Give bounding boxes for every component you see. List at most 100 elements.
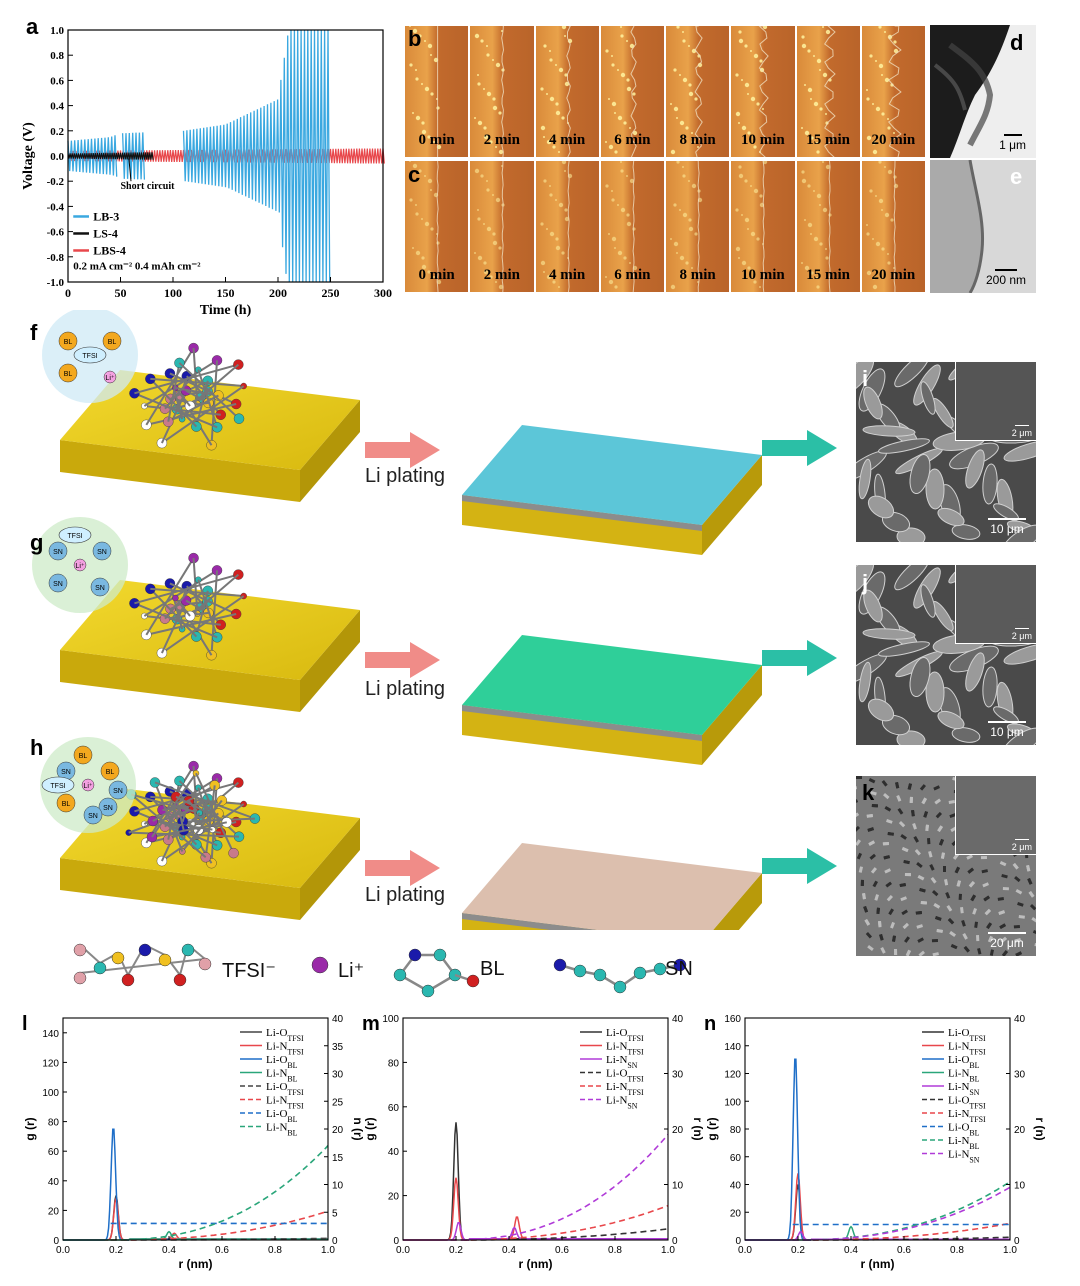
x-tick-label: 0.4	[162, 1245, 176, 1256]
series-li-n-tfsi-solid	[403, 1177, 668, 1241]
y-tick-label: 0.6	[50, 75, 64, 87]
series-li-o-tfsi-dashed	[792, 1236, 1011, 1241]
legend-label: Li-OBL	[948, 1122, 980, 1138]
micrograph-frame: 8 min	[665, 25, 731, 158]
series-li-o-tfsi-dashed	[110, 1237, 329, 1241]
series-li-n-tfsi-dashed	[110, 1210, 329, 1241]
series-ls4-line	[67, 152, 154, 160]
legend-label: Li-OTFSI	[266, 1081, 304, 1097]
y-tick-label: 60	[730, 1153, 742, 1164]
solvation-bubble-h-species	[73, 745, 93, 765]
tfsi-atom	[198, 957, 212, 971]
x-tick-label: 0.4	[502, 1245, 516, 1256]
current-collector-h-front	[60, 858, 300, 920]
micrograph-texture	[865, 161, 898, 292]
y-axis-label: g (r)	[363, 1117, 377, 1140]
series-li-o-tfsi-solid	[63, 1195, 328, 1241]
legend-label: Li-NTFSI	[266, 1095, 304, 1111]
x-tick-label: 0	[65, 286, 71, 300]
legend-label: Li-NTFSI	[606, 1041, 644, 1057]
panel-letter-j: j	[862, 570, 869, 595]
sem-inset-k: 2 μm	[955, 776, 1036, 855]
solvation-bubble-h-species-label: SN	[113, 788, 123, 795]
micrograph-time-label: 2 min	[483, 267, 520, 283]
series-li-o-tfsi-dashed	[450, 1228, 669, 1241]
y-tick-label: 80	[48, 1118, 60, 1129]
x-axis-label: Time (h)	[200, 303, 252, 318]
y-tick-label: 100	[724, 1097, 741, 1108]
sn-atom	[673, 958, 687, 972]
solvation-bubble-h-species	[98, 797, 118, 817]
legend-label-lb-3: LB-3	[93, 209, 119, 223]
micrograph-texture	[800, 161, 832, 292]
panel-letter-e: e	[1010, 164, 1023, 189]
y-right-tick-label: 40	[1014, 1014, 1026, 1025]
x-axis-label: r (nm)	[519, 1257, 553, 1271]
y-right-tick-label: 30	[332, 1070, 344, 1081]
tfsi-atom	[181, 943, 195, 957]
x-tick-label: 1.0	[661, 1245, 675, 1256]
micrograph-time-label: 0 min	[418, 267, 455, 283]
y-right-tick-label: 30	[1014, 1070, 1026, 1081]
y-right-tick-label: 40	[672, 1014, 684, 1025]
sem-inset-j: 2 μm	[955, 565, 1036, 644]
x-tick-label: 1.0	[321, 1245, 335, 1256]
solvation-bubble-h-species	[56, 793, 76, 813]
micrograph-frame: 15 min	[795, 160, 861, 293]
plated-electrode-f-front	[462, 495, 702, 555]
y-tick-label: 80	[730, 1125, 742, 1136]
y-right-axis-label: r (n)	[691, 1117, 703, 1140]
x-tick-label: 0.0	[738, 1245, 752, 1256]
legend-label: Li-NBL	[266, 1122, 298, 1138]
solvation-bubble-f-species-label: BL	[64, 339, 73, 346]
y-right-tick-label: 0	[332, 1236, 338, 1247]
legend-label: Li-NSN	[606, 1095, 638, 1111]
plated-electrode-g-sei-layer	[462, 705, 702, 741]
plating-arrow-f	[365, 432, 440, 468]
y-tick-label: 120	[42, 1058, 59, 1069]
micrograph-frame: 8 min	[665, 160, 731, 293]
y-right-tick-label: 40	[332, 1014, 344, 1025]
plating-arrow-h	[365, 850, 440, 886]
micrograph-texture	[735, 26, 770, 157]
solvation-bubble-h-species-label: Li⁺	[83, 783, 92, 790]
tfsi-atom	[121, 973, 135, 987]
y-right-tick-label: 10	[672, 1181, 684, 1192]
sem-inset-i: 2 μm	[955, 362, 1036, 441]
y-right-tick-label: 5	[332, 1208, 338, 1219]
tem-image-e: 200 nm	[930, 160, 1036, 293]
sn-atom	[633, 966, 647, 980]
y-right-tick-label: 0	[672, 1236, 678, 1247]
micrograph-frame: 2 min	[469, 160, 535, 293]
plated-electrode-f-side	[702, 455, 762, 555]
y-tick-label: 0	[735, 1236, 741, 1247]
legend-label: Li-NTFSI	[948, 1041, 986, 1057]
micrograph-frame: 15 min	[795, 25, 861, 158]
solvation-bubble-h-species	[100, 761, 120, 781]
scale-bar-i-inset: 2 μm	[1012, 425, 1032, 438]
y-right-tick-label: 30	[672, 1070, 684, 1081]
sem-image-k: 2 μm 20 μm	[856, 776, 1036, 956]
li-ion-sphere	[311, 956, 329, 974]
y-tick-label: 100	[42, 1088, 59, 1099]
micrograph-frame: 6 min	[599, 25, 665, 158]
plated-electrode-g-front	[462, 705, 702, 765]
y-axis-label: g (r)	[23, 1117, 37, 1140]
legend-li-label: Li⁺	[338, 960, 365, 982]
y-right-tick-label: 10	[332, 1181, 344, 1192]
legend-label: Li-NTFSI	[266, 1041, 304, 1057]
micrograph-texture	[670, 26, 703, 157]
solvation-structure-g-atom	[172, 594, 179, 602]
legend-label: Li-OBL	[266, 1108, 298, 1124]
x-tick-label: 0.0	[396, 1245, 410, 1256]
solvation-bubble-h-species	[83, 805, 103, 825]
legend-bl-label: BL	[480, 958, 505, 980]
micrograph-frame: 0 min	[404, 25, 470, 158]
x-tick-label: 0.8	[608, 1245, 622, 1256]
plated-electrode-h-deposit	[462, 843, 762, 930]
series-li-n-tfsi-dashed	[792, 1222, 1011, 1241]
voltage-time-chart: 0 50 100 150 200 250 300 -1.0 -0.8 -0.6 -0.4 -0.2 0.…	[21, 25, 392, 318]
li-plating-label-f: Li plating	[365, 465, 446, 487]
scale-bar-j: 10 μm	[988, 721, 1026, 739]
y-right-tick-label: 0	[1014, 1236, 1020, 1247]
